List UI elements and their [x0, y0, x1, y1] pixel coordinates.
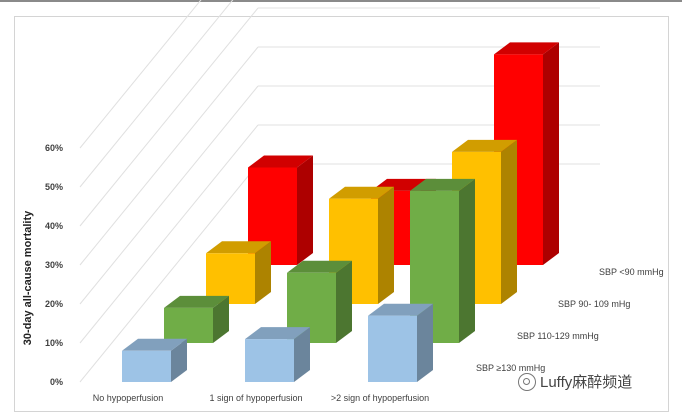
- series-label: SBP ≥130 mmHg: [476, 363, 545, 373]
- gridline-diagonal: [79, 0, 202, 149]
- bar: [122, 338, 187, 382]
- bar: [164, 295, 229, 343]
- bar-side: [417, 303, 433, 382]
- bar-side: [294, 327, 310, 382]
- y-tick-labels: 0% 10% 20% 30% 40% 50% 60%: [45, 143, 63, 387]
- bar-front: [245, 339, 294, 382]
- bar-front: [368, 315, 417, 382]
- bar: [245, 327, 310, 382]
- bar-top: [164, 295, 229, 308]
- y-axis-label: 30-day all-cause mortality: [22, 210, 34, 345]
- y-tick-label: 50%: [45, 182, 63, 192]
- bar: [368, 303, 433, 382]
- series-label: SBP 110-129 mmHg: [517, 331, 599, 341]
- bar-top: [245, 327, 310, 340]
- y-tick-label: 0%: [50, 377, 63, 387]
- y-tick-label: 10%: [45, 338, 63, 348]
- bar-side: [297, 155, 313, 265]
- gridline-diagonal: [79, 85, 259, 305]
- category-label: >2 sign of hypoperfusion: [331, 393, 429, 403]
- bar-side: [378, 186, 394, 304]
- bar-front: [206, 253, 255, 304]
- y-tick-label: 60%: [45, 143, 63, 153]
- bar-top: [368, 303, 433, 316]
- watermark-text: Luffy麻醉频道: [540, 374, 633, 391]
- bar-side: [459, 178, 475, 343]
- gridline-diagonal: [79, 46, 259, 266]
- bar-top: [329, 186, 394, 199]
- gridline-diagonal: [79, 124, 259, 344]
- bar: [206, 241, 271, 304]
- series-labels: SBP ≥130 mmHg SBP 110-129 mmHg SBP 90- 109…: [476, 267, 664, 373]
- gridline-diagonal: [79, 163, 259, 383]
- bar-top: [206, 241, 271, 254]
- bar-top: [287, 260, 352, 273]
- bar-side: [213, 295, 229, 343]
- y-tick-label: 40%: [45, 221, 63, 231]
- series-label: SBP <90 mmHg: [599, 267, 664, 277]
- bar-top: [494, 42, 559, 55]
- bars: [122, 42, 559, 382]
- bar-top: [452, 139, 517, 152]
- wechat-icon: [518, 372, 536, 391]
- category-label: 1 sign of hypoperfusion: [209, 393, 302, 403]
- gridline-diagonal: [79, 0, 234, 188]
- gridline-diagonal: [79, 7, 259, 227]
- bar-side: [543, 42, 559, 266]
- bar-top: [248, 155, 313, 168]
- top-border: [0, 0, 682, 2]
- bar-side: [171, 338, 187, 382]
- watermark: Luffy麻醉频道: [518, 371, 632, 392]
- bar-top: [410, 178, 475, 191]
- bar-side: [336, 260, 352, 343]
- bar-front: [122, 350, 171, 382]
- bar-front: [164, 307, 213, 343]
- series-label: SBP 90- 109 mHg: [558, 299, 630, 309]
- bar-side: [255, 241, 271, 304]
- y-tick-label: 30%: [45, 260, 63, 270]
- y-tick-label: 20%: [45, 299, 63, 309]
- bar-side: [501, 139, 517, 304]
- bar-top: [122, 338, 187, 351]
- category-label: No hypoperfusion: [93, 393, 164, 403]
- category-labels: No hypoperfusion 1 sign of hypoperfusion >…: [93, 393, 429, 403]
